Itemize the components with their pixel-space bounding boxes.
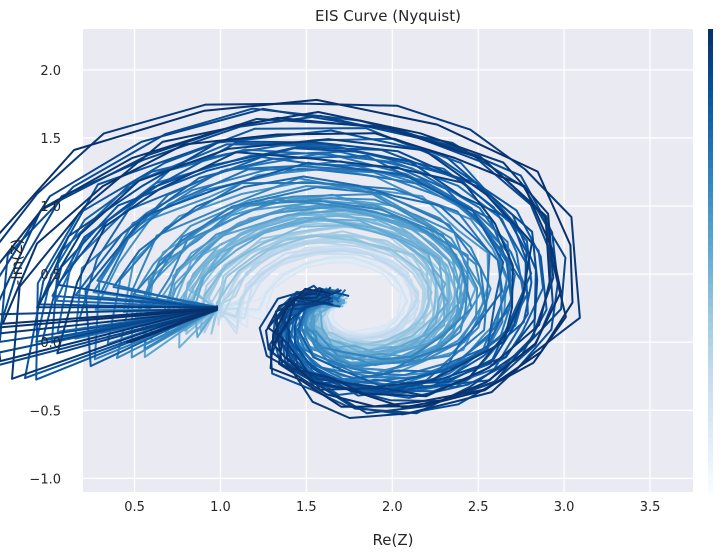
- y-tick-label: 1.0: [40, 200, 61, 215]
- y-tick-label: −1.0: [29, 472, 61, 487]
- colorbar-segment: [708, 476, 713, 485]
- colorbar-segment: [708, 453, 713, 462]
- chart-title: EIS Curve (Nyquist): [315, 7, 461, 25]
- colorbar-segment: [708, 67, 713, 76]
- eis-curve: [129, 214, 450, 358]
- colorbar-segment: [708, 44, 713, 53]
- colorbar-segment: [708, 437, 713, 447]
- colorbar-segment: [708, 214, 713, 223]
- colorbar-segment: [708, 368, 713, 377]
- colorbar-segment: [708, 468, 713, 478]
- colorbar-segment: [708, 345, 713, 354]
- eis-curve: [112, 175, 504, 380]
- colorbar-segment: [708, 430, 713, 439]
- x-tick-label: 1.5: [296, 500, 317, 515]
- colorbar-segment: [708, 90, 713, 100]
- colorbar-segment: [708, 376, 713, 385]
- colorbar-segment: [708, 75, 713, 84]
- colorbar-segment: [708, 283, 713, 292]
- colorbar-segment: [708, 113, 713, 123]
- colorbar-segment: [708, 322, 713, 331]
- colorbar-segment: [708, 461, 713, 470]
- colorbar-segment: [708, 337, 713, 346]
- colorbar-segment: [708, 160, 713, 169]
- y-tick-label: −0.5: [29, 404, 61, 419]
- x-tick-label: 3.5: [640, 500, 661, 515]
- x-tick-label: 2.0: [382, 500, 403, 515]
- x-tick-label: 1.0: [210, 500, 231, 515]
- eis-curve: [56, 147, 528, 395]
- colorbar-segment: [708, 221, 713, 231]
- colorbar: [708, 29, 713, 493]
- colorbar-segment: [708, 291, 713, 300]
- x-tick-label: 3.0: [554, 500, 575, 515]
- colorbar-segment: [708, 245, 713, 254]
- colorbar-segment: [708, 198, 713, 208]
- colorbar-segment: [708, 121, 713, 130]
- colorbar-segment: [708, 299, 713, 308]
- y-tick-label: 0.5: [40, 268, 61, 283]
- colorbar-segment: [708, 83, 713, 92]
- colorbar-segment: [708, 175, 713, 184]
- colorbar-segment: [708, 237, 713, 246]
- y-tick-label: 0.0: [40, 336, 61, 351]
- colorbar-segment: [708, 129, 713, 138]
- colorbar-segment: [708, 329, 713, 339]
- colorbar-segment: [708, 191, 713, 200]
- y-tick-label: 2.0: [40, 64, 61, 79]
- colorbar-segment: [708, 353, 713, 362]
- colorbar-segment: [708, 52, 713, 61]
- eis-curve: [0, 98, 574, 408]
- eis-curve: [56, 151, 514, 388]
- eis-curve: [127, 249, 420, 344]
- colorbar-segment: [708, 414, 713, 424]
- y-tick-labels: −1.0 −0.5 0.0 0.5 1.0 1.5 2.0: [29, 64, 61, 488]
- x-tick-label: 0.5: [124, 500, 145, 515]
- y-axis-label: -Im(Z): [8, 239, 26, 285]
- colorbar-segment: [708, 183, 713, 192]
- colorbar-segment: [708, 260, 713, 269]
- colorbar-segment: [708, 314, 713, 323]
- colorbar-segment: [708, 275, 713, 285]
- colorbar-segment: [708, 383, 713, 393]
- colorbar-segment: [708, 98, 713, 107]
- y-tick-label: 1.5: [40, 132, 61, 147]
- eis-curve: [0, 107, 567, 415]
- eis-curve: [84, 161, 505, 387]
- colorbar-segment: [708, 137, 713, 146]
- eis-curve: [126, 261, 402, 344]
- colorbar-segment: [708, 167, 713, 177]
- eis-curve: [128, 193, 467, 365]
- colorbar-segment: [708, 252, 713, 262]
- colorbar-segment: [708, 306, 713, 316]
- colorbar-segment: [708, 106, 713, 115]
- colorbar-segment: [708, 484, 713, 493]
- colorbar-segment: [708, 360, 713, 370]
- eis-curve: [129, 203, 463, 361]
- colorbar-segment: [708, 29, 713, 38]
- eis-curve: [24, 129, 537, 397]
- colorbar-segment: [708, 152, 713, 161]
- colorbar-segment: [708, 399, 713, 408]
- colorbar-segment: [708, 59, 713, 69]
- colorbar-segment: [708, 268, 713, 277]
- x-tick-labels: 0.5 1.0 1.5 2.0 2.5 3.0 3.5: [124, 500, 660, 515]
- colorbar-segment: [708, 422, 713, 431]
- colorbar-segment: [708, 206, 713, 215]
- eis-curve: [0, 102, 581, 419]
- x-axis-label: Re(Z): [373, 531, 414, 549]
- colorbar-segment: [708, 229, 713, 238]
- colorbar-segment: [708, 407, 713, 416]
- colorbar-segment: [708, 445, 713, 455]
- eis-curve: [0, 111, 567, 408]
- colorbar-segment: [708, 391, 713, 400]
- x-tick-label: 2.5: [468, 500, 489, 515]
- colorbar-segment: [708, 144, 713, 154]
- eis-curve: [129, 210, 457, 357]
- colorbar-segment: [708, 36, 713, 46]
- eis-curve: [0, 117, 555, 415]
- curves-group: [0, 98, 581, 419]
